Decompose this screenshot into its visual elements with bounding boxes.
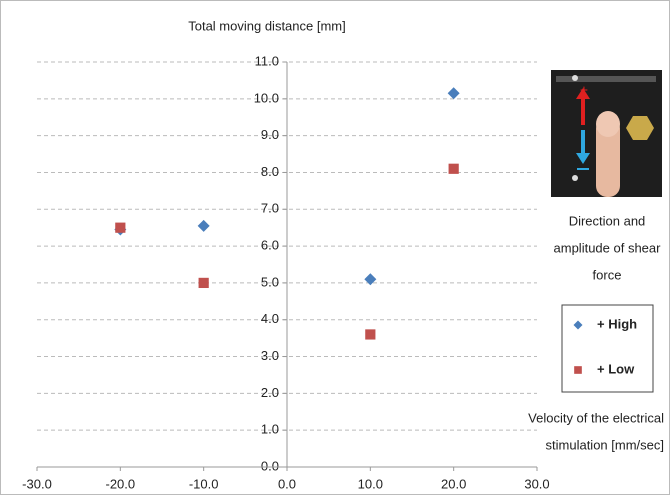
y-tick-label: 4.0 bbox=[261, 311, 279, 326]
point bbox=[365, 329, 375, 339]
x-axis-label: Velocity of the electrical bbox=[528, 410, 664, 425]
y-tick-label: 9.0 bbox=[261, 127, 279, 142]
y-tick-label: 1.0 bbox=[261, 422, 279, 437]
chart: + 0.0 1.0 2.0 3.0 4.0 5.0 6.0 7.0 8.0 9.0 10.0 11.0… bbox=[0, 0, 670, 495]
y-tick-label: 6.0 bbox=[261, 238, 279, 253]
legend-label: + Low bbox=[597, 361, 635, 376]
point bbox=[574, 366, 582, 374]
photo: + bbox=[551, 70, 662, 197]
y-tick-label: 11.0 bbox=[255, 53, 279, 68]
x-tick-label: -30.0 bbox=[22, 476, 52, 491]
point bbox=[115, 223, 125, 233]
x-tick-label: 30.0 bbox=[524, 476, 549, 491]
annotation: Direction and bbox=[569, 213, 646, 228]
annotation: amplitude of shear bbox=[554, 240, 662, 255]
axis-title: Total moving distance [mm] bbox=[188, 18, 346, 33]
legend-label: + High bbox=[597, 316, 637, 331]
y-tick-label: 7.0 bbox=[261, 201, 279, 216]
x-tick-label: -20.0 bbox=[106, 476, 136, 491]
annotation: force bbox=[593, 267, 622, 282]
y-tick-label: 0.0 bbox=[261, 458, 279, 473]
x-axis-label: stimulation [mm/sec] bbox=[546, 437, 664, 452]
x-tick-label: 10.0 bbox=[358, 476, 383, 491]
svg-text:+: + bbox=[580, 82, 588, 98]
point bbox=[449, 164, 459, 174]
y-tick-label: 10.0 bbox=[254, 90, 279, 105]
y-tick-label: 5.0 bbox=[261, 274, 279, 289]
y-tick-label: 2.0 bbox=[261, 385, 279, 400]
x-tick-label: -10.0 bbox=[189, 476, 219, 491]
y-tick-label: 3.0 bbox=[261, 348, 279, 363]
y-tick-label: 8.0 bbox=[261, 164, 279, 179]
point bbox=[199, 278, 209, 288]
x-tick-label: 20.0 bbox=[441, 476, 466, 491]
x-tick-label: 0.0 bbox=[278, 476, 296, 491]
